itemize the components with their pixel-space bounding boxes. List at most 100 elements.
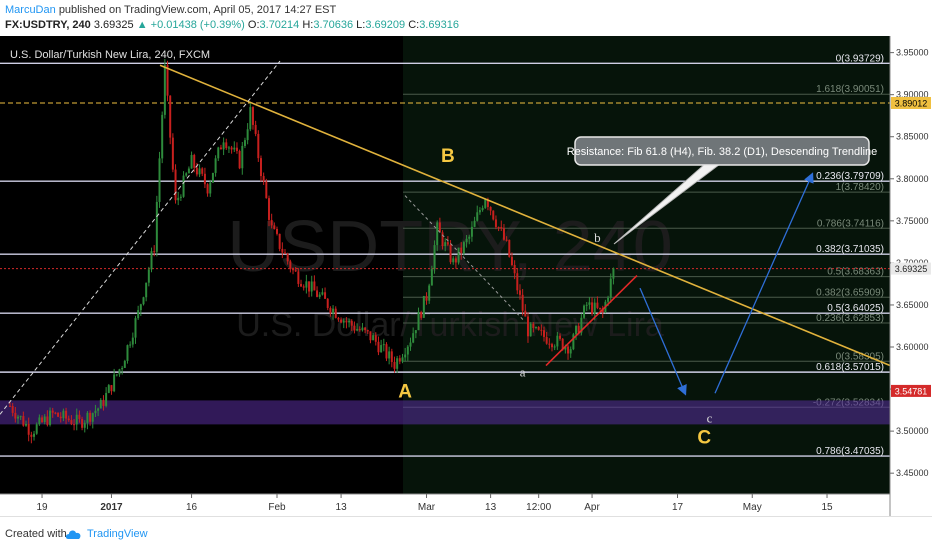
candle-up [444,242,447,247]
descending-trendline [159,64,891,367]
candle-down [171,137,174,170]
candle-down [393,361,396,369]
candle-up [321,292,324,295]
candle-up [137,310,140,319]
candle-down [497,226,500,228]
fib-level-label: 0.236(3.79709) [816,171,884,182]
candle-up [129,344,132,346]
time-tick-label: May [743,502,762,513]
candle-down [545,336,548,344]
candle-up [179,196,182,198]
candle-down [334,308,337,318]
wave-label-a: a [520,364,526,379]
time-tick-label: 19 [36,502,48,513]
price-tick-label: 3.60000 [896,342,929,352]
candle-down [219,147,222,150]
ohlc-line: FX:USDTRY, 240 3.69325 ▲ +0.01438 (+0.39… [5,19,459,31]
candle-up [150,251,153,270]
candle-down [257,133,260,159]
candle-down [508,239,511,257]
candle-down [292,268,295,271]
candle-down [454,258,457,263]
candle-down [313,281,316,291]
candle-up [430,269,433,286]
time-tick-label: 17 [672,502,684,513]
candle-down [441,232,444,247]
candle-up [412,333,415,343]
candle-down [537,326,540,330]
candle-down [281,248,284,253]
candle-up [422,296,425,318]
candle-up [457,247,460,263]
candle-down [494,219,497,227]
price-axis[interactable] [890,36,932,516]
candle-up [198,168,201,175]
time-tick-label: 16 [186,502,198,513]
candle-down [225,142,228,149]
time-tick-label: Apr [584,502,600,513]
candle-up [147,269,150,283]
candle-up [249,107,252,130]
candle-up [86,412,89,423]
candle-up [33,433,36,437]
candle-down [251,107,254,125]
candle-up [227,147,230,149]
candle-down [551,344,554,348]
candle-down [350,320,353,326]
price-badge-last [891,262,931,275]
tradingview-brand[interactable]: TradingView [87,528,148,540]
candle-up [332,308,335,314]
candle-down [369,331,372,341]
candle-down [284,252,287,254]
candle-up [414,330,417,334]
candle-up [187,168,190,174]
candle-down [193,155,196,168]
candle-up [382,344,385,346]
price-badge-level [891,96,931,109]
time-tick-label: 13 [336,502,348,513]
high-label: H: [302,19,314,31]
candle-down [324,292,327,299]
fib-level-label: 0.786(3.74116) [817,218,884,229]
candle-up [465,238,468,243]
candle-down [308,281,311,292]
candle-down [153,251,156,253]
time-axis[interactable] [0,494,890,516]
fib-level-label: 0.618(3.57015) [816,362,884,373]
candle-up [575,325,578,335]
chart-area[interactable]: USDTRY, 240 U.S. Dollar/Turkish New Lira … [0,36,932,516]
publish-info: MarcuDan published on TradingView.com, A… [5,4,336,16]
author-link[interactable]: MarcuDan [5,4,56,16]
candle-up [155,201,158,252]
candle-up [214,158,217,173]
candle-up [534,326,537,328]
candle-down [273,225,276,229]
candle-down [302,286,305,288]
candle-down [449,244,452,263]
candle-down [316,290,319,297]
candle-up [19,416,22,418]
candle-up [182,175,185,197]
candle-down [286,253,289,262]
tradingview-cloud-icon [65,530,81,539]
close-value: 3.69316 [419,19,459,31]
candle-up [417,311,420,331]
candle-up [593,302,596,314]
candle-down [300,283,303,287]
candle-down [270,219,273,226]
price-tick-label: 3.95000 [896,48,929,58]
candle-up [38,417,41,425]
candle-down [235,147,238,152]
candle-down [81,418,84,428]
candle-up [113,374,116,392]
candle-down [206,184,209,194]
footer: Created with TradingView [0,516,932,551]
candle-up [49,410,52,425]
candle-down [54,412,57,414]
candle-up [246,129,249,141]
candle-up [243,140,246,146]
wave-label-B: B [441,146,455,167]
candle-down [70,420,73,425]
price-tick-label: 3.85000 [896,132,929,142]
